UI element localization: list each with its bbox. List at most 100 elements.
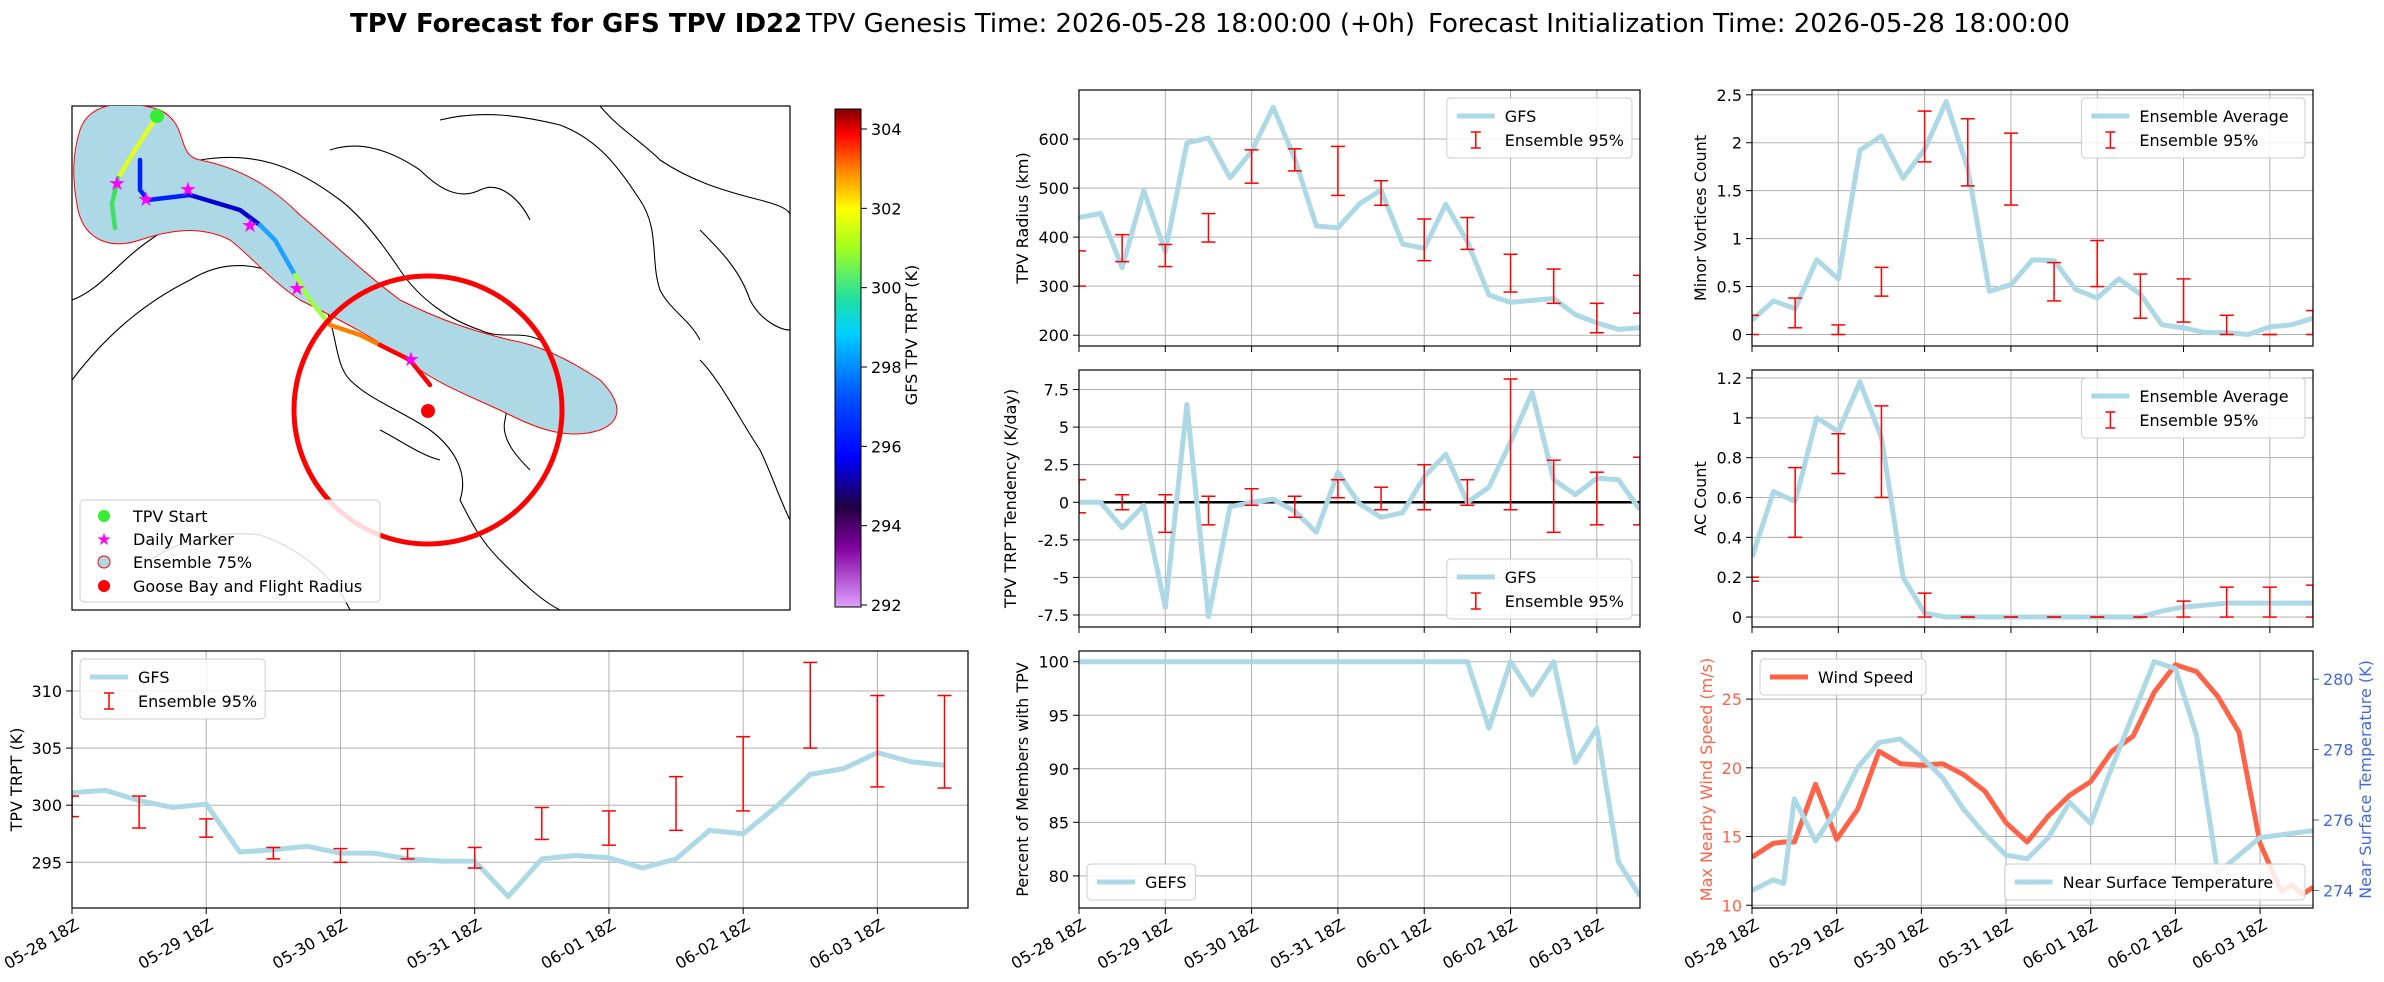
ensemble-errorbar [1460,478,1475,507]
ylabel-ac: AC Count [1691,461,1710,535]
ylabel-trpt: TPV TRPT (K) [7,728,26,833]
legend-errorbar-icon [1470,592,1481,610]
colorbar [834,108,862,608]
ensemble-errorbar [1115,493,1130,511]
legend-box [1759,658,1927,696]
xtick-label: 05-30 18Z [1850,915,1931,973]
title-genesis: TPV Genesis Time: 2026-05-28 18:00:00 (+… [805,9,1415,39]
ytick-label: 10 [1722,896,1742,915]
ytick-label: 295 [31,853,62,872]
ensemble-errorbar [400,847,415,860]
panel-ac: 0 0.2 0.4 0.6 0.8 1 1.2 AC Count Ensemble Averag… [1691,369,2314,633]
ytick-label: 0 [1059,493,1069,512]
ensemble-errorbar [1633,456,1640,526]
ensemble-errorbar [2262,586,2277,618]
ensemble-errorbar [1788,297,1803,329]
ensemble-errorbar [1374,179,1389,206]
frame-trpt [71,650,969,909]
ytick-label: 0.4 [1717,528,1742,547]
ytick-label: 80 [1049,867,1069,886]
plot-area-tendency [1079,378,1640,619]
xtick-label: 05-29 18Z [135,915,216,973]
ylabel-wind: Max Nearby Wind Speed (m/s) [1697,658,1716,901]
ylabel-right: Near Surface Temperature (K) [2356,660,2375,899]
tpv-start-marker [150,109,164,123]
ytick-label: 310 [31,682,62,701]
legend-box [79,658,266,720]
colorbar-tick-label: 302 [871,199,902,218]
xtick-label: 05-28 18Z [1681,915,1762,973]
legend-percent: GEFS [1086,863,1196,901]
legend-label: GEFS [1145,873,1187,892]
legend-wind: Near Surface Temperature [2004,863,2306,901]
legend-tendency: GFS Ensemble 95% [1446,558,1633,620]
ytick-label: 1 [1732,409,1742,428]
xtick-label: 06-01 18Z [2019,915,2100,973]
colorbar-ticks: 304 302 300 298 296 294 292 [861,120,902,615]
ytick-right-label: 274 [2323,881,2354,900]
ytick-label: 7.5 [1044,381,1069,400]
xtick-label: 05-28 18Z [1008,915,1089,973]
ytick-label: 0 [1732,325,1742,344]
legend-label: Ensemble 95% [2139,131,2258,150]
ytick-label: 2 [1732,134,1742,153]
colorbar-tick-label: 300 [871,279,902,298]
ensemble-errorbar [1158,493,1173,534]
series-line-minor [1752,99,2313,337]
ytick-right-label: 276 [2323,811,2354,830]
ensemble-errorbar [1633,274,1640,314]
legend-goose-icon [98,580,110,592]
colorbar-tick-label: 294 [871,517,902,536]
ensemble-errorbar [1752,576,1759,582]
colorbar-label: GFS TPV TRPT (K) [902,265,921,405]
grid-percent [1078,651,1640,908]
series-line-ac [1752,379,2313,620]
legend-errorbar-icon [1470,131,1481,149]
ytick-label: 20 [1722,759,1742,778]
plot-area-percent [1079,659,1640,898]
ensemble-errorbar [1417,463,1432,511]
ytick-label: 0.5 [1717,278,1742,297]
ytick-label: 85 [1049,813,1069,832]
ensemble-errorbar [1874,405,1889,499]
ytick-label: 1 [1732,230,1742,249]
legend-errorbar-icon [104,692,114,710]
ensemble-errorbar [1874,266,1889,297]
legend-minor: Ensemble Average Ensemble 95% [2080,97,2306,159]
plot-area-minor [1752,99,2313,337]
legend-box [2080,377,2306,439]
plot-area-ac [1752,379,2313,620]
xtick-label: 06-02 18Z [1439,915,1520,973]
ytick-right-label: 278 [2323,741,2354,760]
tpv-track [109,113,433,388]
legend-box [1446,97,1633,159]
legend-box [2004,863,2306,901]
ensemble-75-region [73,106,618,435]
ensemble-errorbar [467,846,482,869]
ensemble-errorbar [534,806,549,841]
ensemble-errorbar [1201,212,1216,243]
ylabel-tendency: TPV TRPT Tendency (K/day) [1001,389,1020,609]
ytick-label: 300 [31,796,62,815]
ensemble-errorbar [2219,586,2234,618]
xtick-label: 05-30 18Z [269,915,350,973]
svg-text:★: ★ [241,213,259,237]
legend-label: Ensemble 95% [1505,131,1624,150]
ensemble-errorbar [1917,110,1932,163]
ensemble-errorbar [1917,592,1932,618]
ytick-label: 600 [1038,130,1069,149]
ensemble-errorbar [1158,243,1173,268]
series-line-trpt [72,750,945,900]
coastlines [72,106,790,610]
ytick-label: 2.5 [1044,456,1069,475]
xtick-label: 06-02 18Z [672,915,753,973]
ylabel-radius: TPV Radius (km) [1013,152,1032,285]
ytick-label: 1.2 [1717,369,1742,388]
ensemble-errorbar [1546,459,1561,534]
xtick-label: 05-28 18Z [1,915,82,973]
ytick-label: 400 [1038,228,1069,247]
ensemble-errorbar [669,775,684,832]
ensemble-errorbar [2176,600,2191,618]
legend-radius: GFS Ensemble 95% [1446,97,1633,159]
